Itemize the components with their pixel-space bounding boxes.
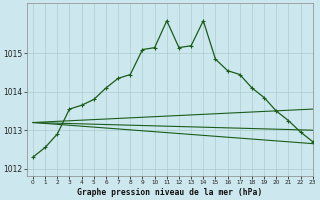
X-axis label: Graphe pression niveau de la mer (hPa): Graphe pression niveau de la mer (hPa) [77, 188, 262, 197]
